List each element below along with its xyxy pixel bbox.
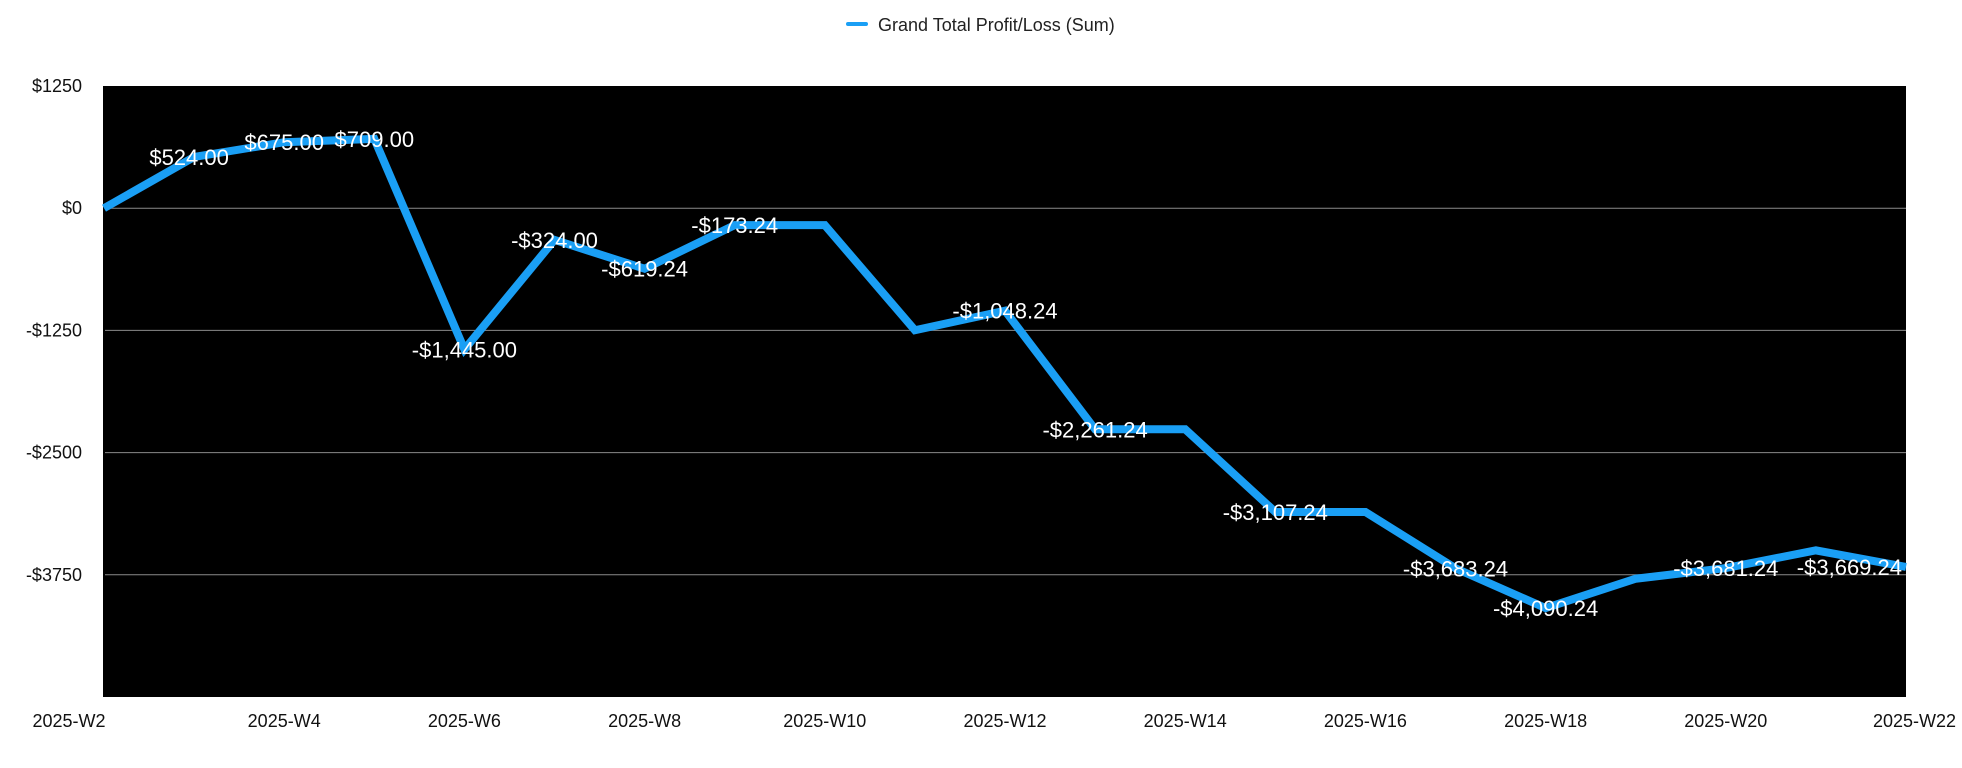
x-tick-label: 2025-W18 [1504,711,1587,731]
x-tick-label: 2025-W8 [608,711,681,731]
y-axis: $1250 $0 -$1250 -$2500 -$3750 [26,76,105,697]
x-tick-label: 2025-W10 [783,711,866,731]
y-tick-label: -$2500 [26,443,82,463]
legend-label: Grand Total Profit/Loss (Sum) [878,15,1115,35]
data-label: -$324.00 [511,228,598,253]
y-tick-label: -$1250 [26,320,82,340]
y-tick-label: -$3750 [26,565,82,585]
data-label: -$4,090.24 [1493,596,1598,621]
data-label: -$3,669.24 [1797,555,1902,580]
x-tick-label: 2025-W16 [1324,711,1407,731]
data-label: $709.00 [335,127,415,152]
y-tick-label: $1250 [32,76,82,96]
x-tick-label: 2025-W4 [248,711,321,731]
data-label: $675.00 [244,130,324,155]
x-tick-label: 2025-W12 [963,711,1046,731]
data-label: -$619.24 [601,257,688,282]
legend: Grand Total Profit/Loss (Sum) [846,15,1115,35]
series-line [102,134,1907,613]
x-tick-label: 2025-W6 [428,711,501,731]
x-tick-label: 2025-W22 [1873,711,1956,731]
x-tick-label: 2025-W2 [32,711,105,731]
data-label: -$3,681.24 [1673,556,1778,581]
data-label: -$1,445.00 [412,337,517,362]
x-tick-label: 2025-W20 [1684,711,1767,731]
series-group [102,134,1907,613]
data-label: -$3,683.24 [1403,556,1508,581]
y-tick-label: $0 [62,198,82,218]
x-axis: 2025-W2 2025-W4 2025-W6 2025-W8 2025-W10 2025… [32,711,1956,731]
plot-background [104,86,1906,697]
data-label: -$2,261.24 [1042,417,1147,442]
data-label: $524.00 [149,145,229,170]
x-tick-label: 2025-W14 [1144,711,1227,731]
data-labels: $524.00$675.00 $709.00-$1,445.00-$324.00-… [149,127,1902,621]
data-label: -$1,048.24 [952,299,1057,324]
data-label: -$173.24 [691,213,778,238]
data-label: -$3,107.24 [1223,500,1328,525]
